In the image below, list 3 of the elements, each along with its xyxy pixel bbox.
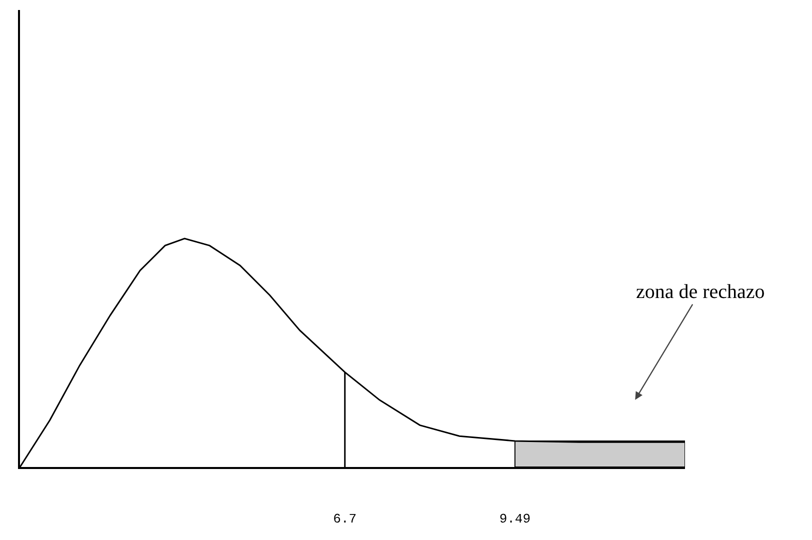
annotation: zona de rechazo	[636, 281, 765, 303]
x-tick-label: 9.49	[499, 512, 531, 527]
x-tick-label: 6.7	[333, 512, 357, 527]
